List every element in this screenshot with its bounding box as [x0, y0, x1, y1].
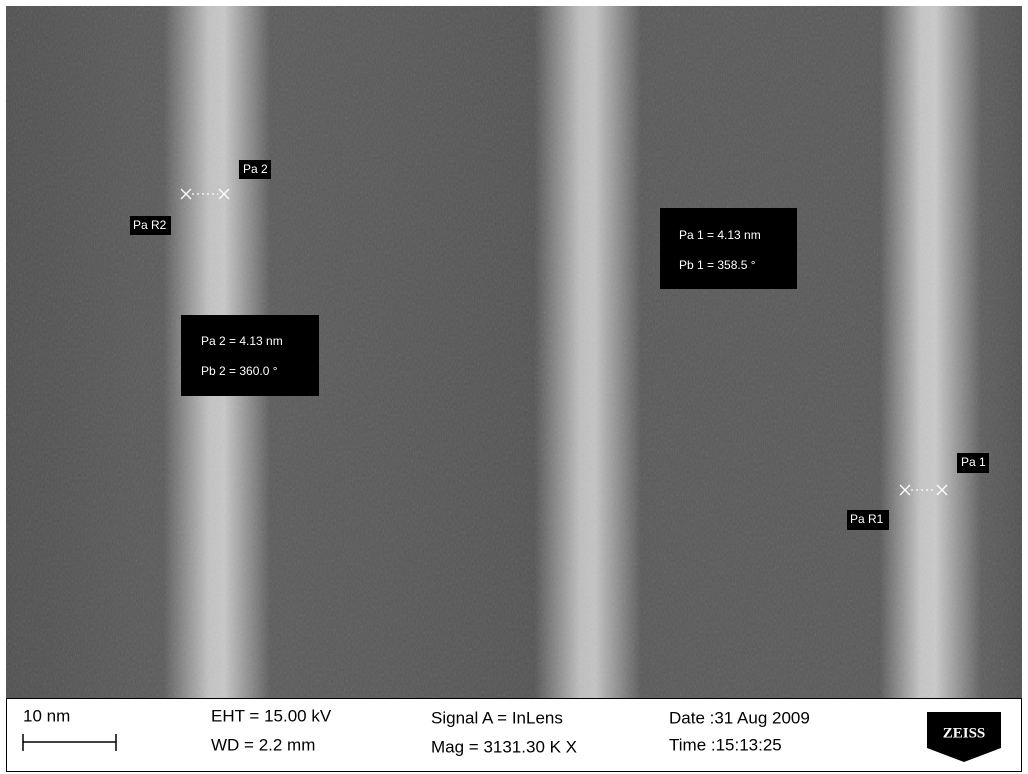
measurement-box: [660, 208, 797, 289]
measurement-text: Pa 2 = 4.13 nm: [201, 334, 283, 348]
date: Date :31 Aug 2009: [669, 708, 810, 727]
measurement-text: Pb 2 = 360.0 °: [201, 364, 278, 378]
signal: Signal A = InLens: [431, 708, 563, 727]
marker-label: Pa R1: [850, 512, 884, 526]
logo: ZEISS: [943, 725, 986, 741]
logo-shield: [927, 712, 1001, 762]
marker-box: [239, 160, 271, 179]
eht: EHT = 15.00 kV: [211, 706, 332, 725]
marker-box: [957, 453, 989, 473]
scale-bar: [22, 734, 117, 751]
marker-box: [847, 510, 889, 530]
measurement-text: Pb 1 = 358.5 °: [679, 258, 756, 272]
marker-box: [130, 216, 171, 235]
wd: WD = 2.2 mm: [211, 735, 315, 754]
time: Time :15:13:25: [669, 735, 782, 754]
info-bar: [6, 698, 1022, 772]
cursor-pair-2: [180, 188, 230, 200]
cursor-pair-1: [899, 484, 948, 496]
marker-label: Pa 1: [961, 455, 986, 469]
scale-label: 10 nm: [23, 706, 70, 725]
marker-label: Pa 2: [243, 162, 268, 176]
mag: Mag = 3131.30 K X: [431, 737, 577, 756]
noise: [6, 6, 1022, 698]
measurement-box: [181, 315, 319, 396]
marker-label: Pa R2: [133, 218, 167, 232]
measurement-text: Pa 1 = 4.13 nm: [679, 228, 761, 242]
